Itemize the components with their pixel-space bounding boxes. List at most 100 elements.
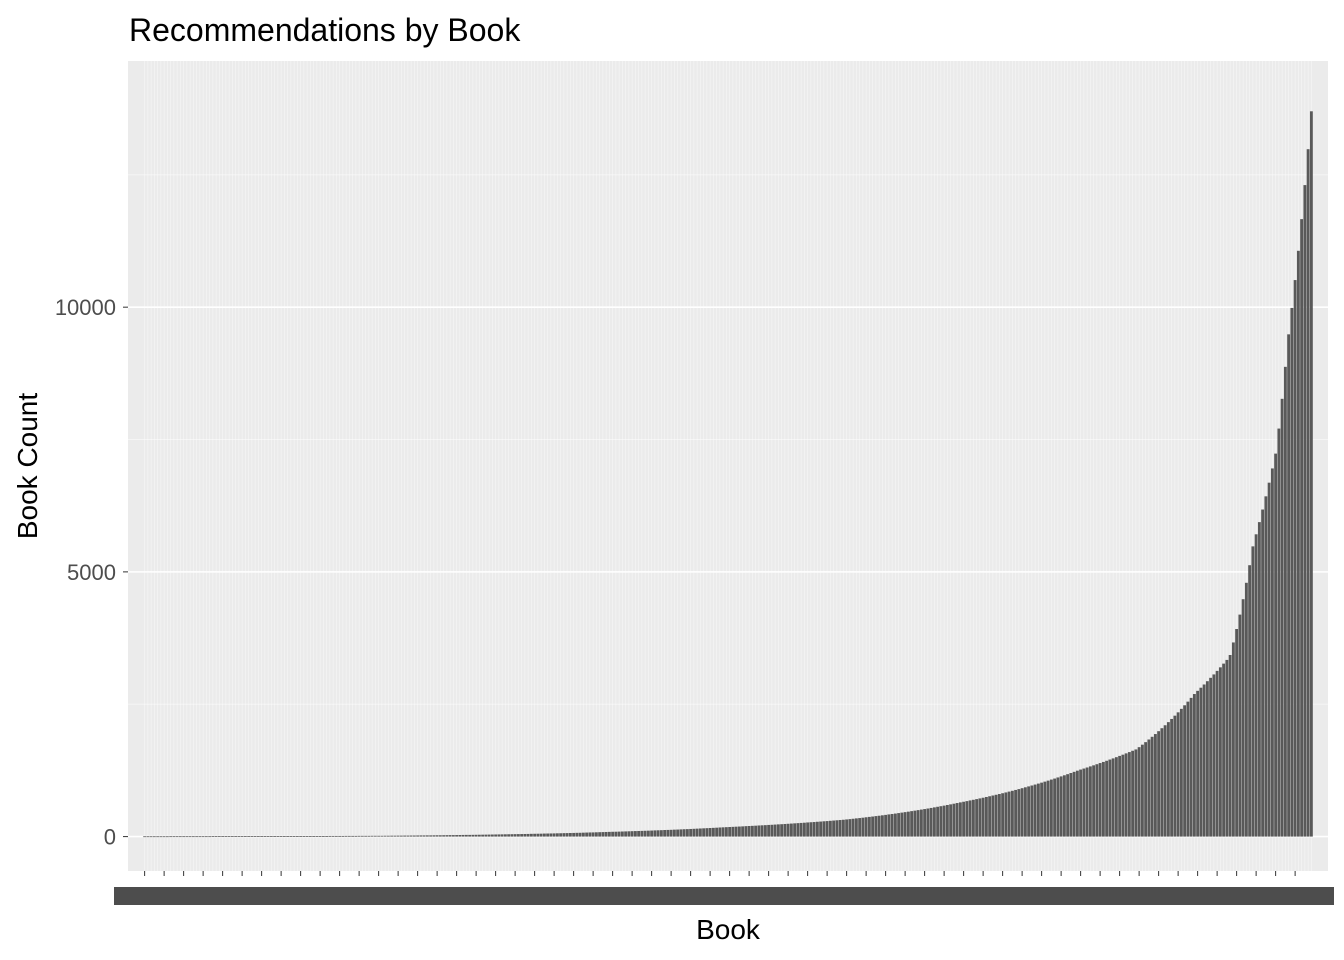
bar: [1189, 697, 1193, 837]
bar: [1199, 687, 1203, 837]
bar: [1062, 775, 1066, 837]
bar: [851, 818, 855, 837]
bar: [490, 834, 494, 837]
bar: [1186, 701, 1190, 837]
grid-minor: [128, 174, 1328, 705]
bar: [1014, 789, 1018, 837]
bar: [760, 825, 764, 837]
bar: [874, 816, 878, 837]
bar: [448, 835, 452, 837]
bar: [1254, 534, 1258, 837]
bar: [217, 836, 221, 838]
bar: [357, 835, 361, 837]
bar: [916, 810, 920, 837]
bar: [1004, 792, 1008, 837]
bar: [585, 832, 589, 837]
bars: [143, 111, 1313, 838]
bar: [965, 801, 969, 837]
bar: [1306, 149, 1310, 837]
bar: [949, 804, 953, 837]
bar: [201, 836, 205, 838]
bar: [227, 836, 231, 838]
bar: [991, 795, 995, 837]
bar: [1290, 307, 1294, 837]
bar: [988, 796, 992, 837]
bar: [328, 835, 332, 837]
bar: [572, 832, 576, 837]
y-axis-ticks: 0 5000 10000: [55, 295, 128, 850]
bar: [1118, 755, 1122, 837]
bar: [754, 825, 758, 837]
bar: [955, 803, 959, 837]
bar: [529, 833, 533, 837]
bar: [409, 835, 413, 837]
bar: [936, 806, 940, 837]
bar: [188, 836, 192, 838]
bar: [396, 835, 400, 837]
bar: [321, 836, 325, 837]
bar: [1105, 760, 1109, 837]
bar: [1293, 280, 1297, 837]
bar: [838, 820, 842, 837]
bar: [334, 835, 338, 837]
bar: [1261, 509, 1265, 837]
bar: [266, 836, 270, 837]
bar: [926, 808, 930, 837]
bar: [724, 827, 728, 837]
bar: [344, 835, 348, 837]
bar: [815, 821, 819, 837]
y-tick-label: 0: [104, 825, 116, 850]
bar: [513, 834, 517, 837]
bar: [533, 833, 537, 837]
bar: [1166, 722, 1170, 837]
bar: [539, 833, 543, 837]
bar: [416, 835, 420, 837]
bar: [419, 835, 423, 837]
bar: [984, 796, 988, 837]
bar: [1088, 766, 1092, 837]
bar: [354, 835, 358, 837]
bar: [702, 828, 706, 837]
bar: [1069, 773, 1073, 837]
bar: [487, 834, 491, 837]
bar: [767, 824, 771, 837]
bar: [620, 831, 624, 837]
bar: [614, 831, 618, 837]
bar: [1170, 718, 1174, 837]
bar: [1225, 659, 1229, 837]
bar: [520, 834, 524, 837]
bar: [1176, 712, 1180, 837]
bar: [234, 836, 238, 838]
bar: [643, 830, 647, 837]
bar: [1283, 366, 1287, 837]
bar: [425, 835, 429, 837]
bar: [497, 834, 501, 837]
bar: [747, 826, 751, 837]
bar: [1257, 522, 1261, 837]
bar: [299, 836, 303, 837]
bar: [1163, 725, 1167, 837]
bar: [617, 831, 621, 837]
bar: [360, 835, 364, 837]
bar: [809, 822, 813, 837]
bar: [923, 809, 927, 837]
bar: [458, 835, 462, 837]
bar: [578, 832, 582, 837]
bar: [1248, 565, 1252, 837]
bar: [263, 836, 267, 837]
bar: [1179, 708, 1183, 837]
bar: [695, 828, 699, 837]
bar: [1114, 757, 1118, 837]
bar: [305, 836, 309, 837]
bar: [588, 832, 592, 837]
bar: [406, 835, 410, 837]
bar: [676, 829, 680, 837]
bar: [682, 829, 686, 837]
chart-title: Recommendations by Book: [129, 12, 521, 48]
bar: [877, 815, 881, 837]
bar: [945, 804, 949, 837]
bar: [390, 835, 394, 837]
x-axis-title: Book: [696, 914, 761, 945]
bar: [845, 819, 849, 837]
bar: [1183, 705, 1187, 837]
